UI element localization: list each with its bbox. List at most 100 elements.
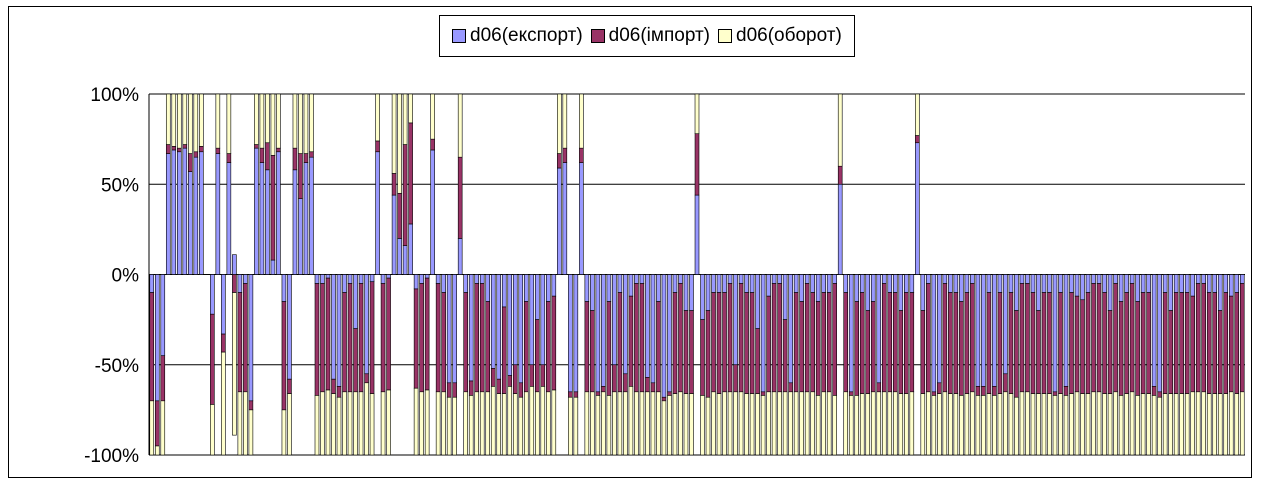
bar-s2-129 [859, 393, 865, 456]
bar-s2-177 [1124, 393, 1129, 456]
bar-s2-72 [546, 391, 551, 456]
bar-s1-43 [386, 277, 391, 391]
bar-s1-39 [364, 373, 369, 384]
bar-s1-68 [523, 301, 529, 393]
bar-s0-181 [1146, 274, 1151, 293]
bar-s0-170 [1085, 274, 1091, 293]
bar-s2-117 [793, 391, 799, 456]
bar-s0-167 [1069, 274, 1074, 293]
bar-s1-132 [876, 382, 882, 393]
bar-s2-142 [931, 395, 937, 456]
bar-s1-187 [1179, 292, 1184, 394]
bar-s0-88 [634, 274, 639, 284]
bar-s2-135 [892, 391, 898, 456]
bar-s0-94 [667, 274, 672, 393]
bar-s0-55 [452, 274, 457, 384]
bar-s2-132 [876, 391, 882, 456]
bar-s1-148 [964, 292, 970, 394]
bar-s2-114 [777, 391, 782, 456]
bar-s0-32 [325, 274, 331, 279]
bar-s1-141 [926, 283, 931, 393]
bar-s2-179 [1135, 395, 1140, 456]
bar-s2-70 [534, 391, 540, 456]
bar-s2-123 [826, 391, 832, 456]
bar-s0-102 [711, 274, 716, 293]
bar-s2-185 [1168, 393, 1173, 456]
bar-s0-49 [419, 274, 424, 284]
bar-s1-60 [479, 283, 485, 393]
bar-s1-70 [534, 319, 540, 393]
y-tick-label-4: -100% [84, 446, 139, 467]
bar-s1-58 [468, 380, 474, 396]
bar-s1-115 [782, 319, 788, 393]
bar-s2-180 [1140, 393, 1146, 456]
bar-s1-171 [1091, 283, 1096, 393]
bar-s1-188 [1184, 292, 1190, 394]
bar-s1-140 [920, 310, 926, 394]
bar-s2-28 [303, 93, 309, 154]
bar-s2-0 [149, 400, 155, 456]
bar-s1-124 [832, 283, 837, 396]
bar-s2-115 [782, 391, 788, 456]
bar-s1-144 [942, 283, 948, 393]
bar-s1-123 [826, 292, 832, 393]
bar-s2-67 [518, 396, 524, 456]
bar-s1-41 [375, 140, 380, 153]
bar-s1-57 [463, 292, 468, 393]
bar-s0-73 [551, 274, 557, 297]
bar-s2-85 [617, 391, 623, 456]
bar-s2-25 [287, 393, 292, 456]
bar-s1-53 [441, 292, 446, 393]
bar-s1-30 [314, 283, 320, 396]
bar-s0-3 [165, 153, 171, 275]
bar-s2-96 [678, 391, 683, 456]
bar-s0-196 [1228, 274, 1234, 297]
bar-s1-169 [1080, 299, 1085, 394]
bar-s1-24 [281, 301, 287, 411]
bar-s0-2 [160, 274, 166, 357]
bar-s0-60 [479, 274, 485, 284]
bar-s1-44 [391, 173, 397, 196]
bar-s0-8 [193, 156, 199, 275]
bar-s1-65 [507, 375, 513, 387]
bar-s1-192 [1206, 292, 1212, 394]
bar-s0-122 [821, 274, 826, 293]
bar-s1-174 [1107, 310, 1113, 394]
bar-s2-59 [474, 391, 479, 456]
bar-s2-176 [1118, 395, 1124, 456]
bar-s1-197 [1234, 292, 1240, 394]
bar-s0-26 [292, 169, 298, 275]
bar-s0-194 [1217, 274, 1223, 311]
bar-s2-60 [479, 391, 485, 456]
bar-s2-190 [1195, 391, 1201, 456]
bar-s1-172 [1096, 283, 1102, 393]
bar-s1-3 [165, 144, 171, 154]
bar-s1-55 [452, 382, 457, 398]
bar-s1-102 [711, 292, 716, 393]
bar-s2-68 [523, 391, 529, 456]
bar-s1-74 [557, 153, 562, 169]
bar-s1-51 [430, 138, 435, 151]
bar-s2-8 [193, 93, 199, 153]
bar-s1-109 [749, 292, 755, 394]
bar-s2-148 [964, 393, 970, 456]
bar-s2-41 [375, 93, 380, 142]
bar-s2-73 [551, 389, 557, 456]
bar-s2-31 [320, 391, 325, 456]
bar-s0-9 [199, 151, 204, 275]
bar-s0-70 [534, 274, 540, 320]
bar-s2-116 [788, 391, 793, 456]
bar-s0-11 [210, 274, 215, 315]
bar-s2-30 [314, 395, 320, 456]
bar-s0-76 [568, 274, 573, 393]
bar-s0-6 [182, 147, 188, 275]
bar-s1-129 [859, 292, 865, 394]
bar-s2-196 [1228, 391, 1234, 456]
bar-s1-166 [1063, 386, 1069, 396]
bar-s1-75 [562, 147, 568, 163]
bar-s0-145 [948, 274, 953, 293]
bar-s1-182 [1151, 386, 1157, 396]
bar-s1-2 [160, 355, 166, 402]
bar-s1-84 [612, 364, 617, 393]
bar-s0-141 [926, 274, 931, 284]
